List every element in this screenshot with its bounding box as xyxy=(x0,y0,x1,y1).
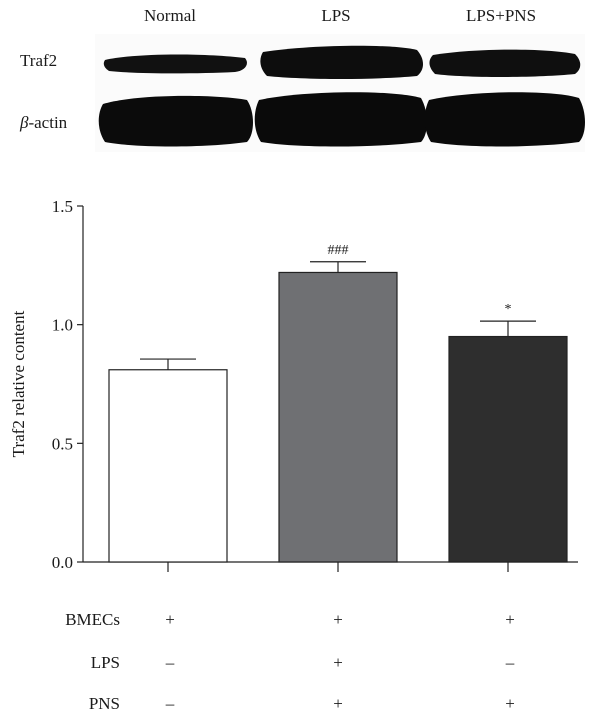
y-axis-title: Traf2 relative content xyxy=(9,310,28,457)
band-actin-lps xyxy=(254,92,427,147)
y-tick-label: 0.0 xyxy=(52,553,73,572)
conditions-table: BMECs + + + LPS – + – PNS – + + xyxy=(0,600,594,723)
beta-symbol: β xyxy=(20,113,29,132)
band-traf2-normal xyxy=(103,54,247,74)
condition-cell: + xyxy=(165,610,175,629)
y-tick-label: 0.5 xyxy=(52,434,73,453)
blot-image xyxy=(95,34,585,152)
condition-label-bmecs: BMECs xyxy=(65,610,120,629)
band-actin-normal xyxy=(98,95,254,147)
blot-panel: Normal LPS LPS+PNS Traf2 β-actin xyxy=(0,0,594,160)
condition-label-lps: LPS xyxy=(90,653,120,672)
condition-cell: – xyxy=(165,653,175,672)
condition-cell: + xyxy=(333,610,343,629)
lane-label-normal: Normal xyxy=(144,6,196,25)
condition-cell: + xyxy=(505,694,515,713)
condition-cell: – xyxy=(165,694,175,713)
actin-label: -actin xyxy=(28,113,68,132)
bar-lps xyxy=(278,271,398,563)
bar-chart: 0.0 0.5 1.0 1.5 Traf2 relative content ### * xyxy=(9,197,578,572)
condition-cell: + xyxy=(333,653,343,672)
y-tick-label: 1.0 xyxy=(52,316,73,335)
lane-label-lps-pns: LPS+PNS xyxy=(465,6,537,25)
row-label-traf2: Traf2 xyxy=(20,51,58,70)
condition-cell: – xyxy=(505,653,515,672)
row-label-actin: β-actin xyxy=(20,113,67,133)
condition-label-pns: PNS xyxy=(88,694,120,713)
condition-cell: + xyxy=(505,610,515,629)
band-traf2-lps xyxy=(260,45,423,79)
significance-marker: * xyxy=(505,302,512,317)
band-traf2-lps-pns xyxy=(429,49,581,77)
significance-marker: ### xyxy=(328,243,349,258)
condition-cell: + xyxy=(333,694,343,713)
lane-label-lps: LPS xyxy=(321,6,351,25)
band-actin-lps-pns xyxy=(424,92,585,147)
bar-normal xyxy=(108,369,228,563)
bar-lps-pns xyxy=(448,335,568,563)
y-tick-label: 1.5 xyxy=(52,197,73,216)
